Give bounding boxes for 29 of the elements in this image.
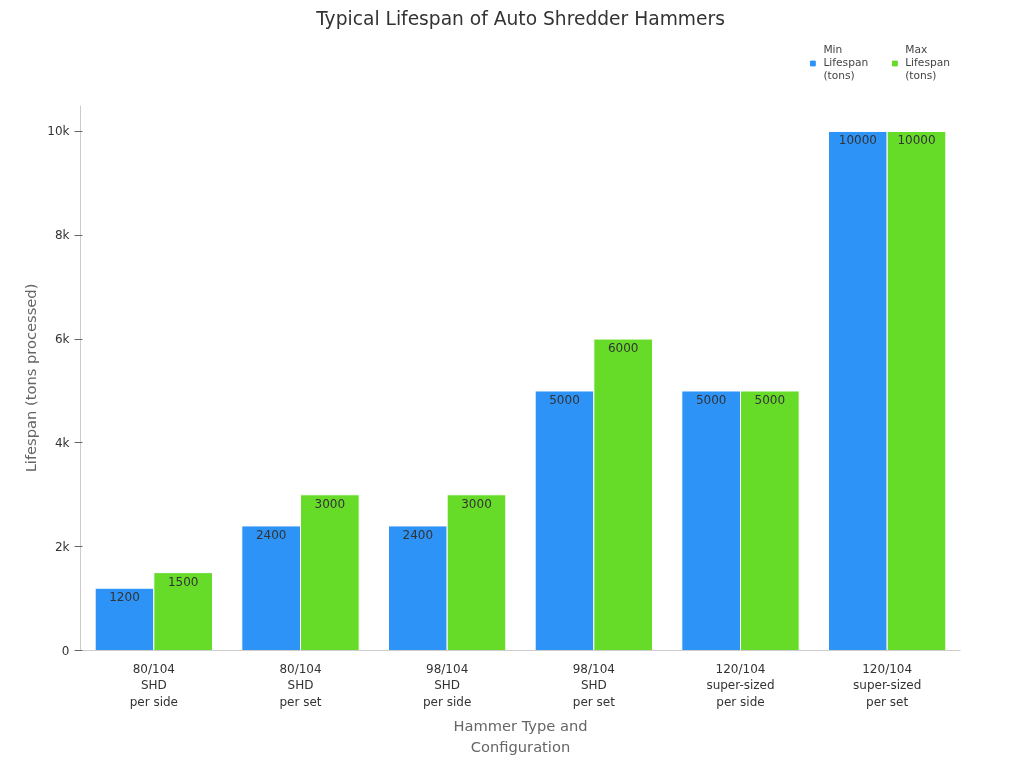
x-tick-label: 80/104 SHD per side: [129, 661, 179, 710]
y-tick-label: 8k: [54, 228, 70, 243]
legend-label: Min Lifespan (tons): [823, 43, 869, 82]
y-tick-label: 4k: [54, 435, 70, 450]
data-label: 2400: [255, 527, 287, 542]
y-tick-label: 6k: [54, 332, 70, 347]
data-label: 1500: [167, 574, 199, 589]
data-label: 5000: [754, 392, 786, 407]
x-tick-label: 80/104 SHD per set: [279, 661, 322, 710]
y-axis-title: Lifespan (tons processed): [22, 283, 40, 473]
y-tick-label: 10k: [47, 124, 70, 139]
data-label: 5000: [549, 392, 580, 407]
chart-title: Typical Lifespan of Auto Shredder Hammers: [315, 7, 725, 29]
x-tick-label: 120/104 super-sized per set: [853, 661, 922, 710]
data-label: 1200: [109, 590, 140, 605]
data-label: 10000: [897, 133, 936, 148]
x-tick-label: 98/104 SHD per set: [572, 661, 616, 710]
x-axis-title: Hammer Type and Configuration: [453, 717, 588, 755]
y-tick-label: 0: [61, 643, 70, 658]
x-tick-label: 98/104 SHD per side: [423, 661, 472, 710]
x-tick-label: 120/104 super-sized per side: [706, 661, 775, 710]
data-label: 5000: [695, 392, 727, 407]
data-label: 3000: [314, 496, 346, 511]
data-label: 6000: [607, 341, 639, 356]
data-label: 3000: [461, 496, 492, 511]
data-label: 10000: [838, 133, 877, 148]
y-tick-label: 2k: [54, 539, 70, 554]
data-label: 2400: [402, 527, 434, 542]
legend-label: Max Lifespan (tons): [905, 43, 950, 82]
